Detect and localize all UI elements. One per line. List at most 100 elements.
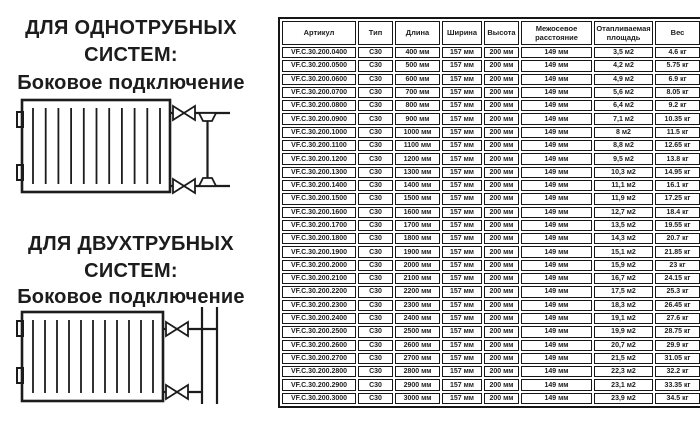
table-cell: 3000 мм bbox=[395, 392, 440, 405]
table-cell: 200 мм bbox=[484, 379, 519, 391]
table-cell: 200 мм bbox=[484, 179, 519, 192]
spec-table-header-row: Артикул Тип Длина Ширина Высота Межосевое рас… bbox=[282, 21, 700, 45]
union-icon bbox=[197, 177, 218, 187]
table-cell: C30 bbox=[358, 140, 393, 152]
table-cell: VF.C.30.200.1100 bbox=[282, 140, 356, 152]
table-row: VF.C.30.200.0400 C30 400 мм 157 мм 200 мм 149… bbox=[282, 47, 700, 59]
table-cell: C30 bbox=[358, 352, 393, 365]
table-row: VF.C.30.200.2700 C30 2700 мм 157 мм 200 мм 14… bbox=[282, 352, 700, 365]
table-cell: 1900 мм bbox=[395, 246, 440, 258]
table-cell: 157 мм bbox=[442, 286, 482, 298]
table-cell: 2700 мм bbox=[395, 352, 440, 365]
table-cell: 157 мм bbox=[442, 100, 482, 112]
table-row: VF.C.30.200.2500 C30 2500 мм 157 мм 200 мм 14… bbox=[282, 326, 700, 338]
table-cell: 200 мм bbox=[484, 153, 519, 165]
table-cell: 23,9 м2 bbox=[594, 392, 653, 405]
table-cell: 149 мм bbox=[521, 326, 592, 338]
table-cell: 149 мм bbox=[521, 47, 592, 59]
table-cell: 200 мм bbox=[484, 326, 519, 338]
table-cell: 149 мм bbox=[521, 286, 592, 298]
valve-icon bbox=[172, 104, 196, 122]
table-cell: 800 мм bbox=[395, 100, 440, 112]
table-cell: 200 мм bbox=[484, 366, 519, 378]
table-cell: 149 мм bbox=[521, 86, 592, 99]
table-cell: 200 мм bbox=[484, 312, 519, 325]
table-cell: 157 мм bbox=[442, 219, 482, 232]
table-cell: 20.7 кг bbox=[655, 233, 700, 245]
table-cell: 19,1 м2 bbox=[594, 312, 653, 325]
radiator-body bbox=[20, 98, 172, 194]
table-cell: 8,8 м2 bbox=[594, 140, 653, 152]
table-row: VF.C.30.200.2000 C30 2000 мм 157 мм 200 мм 14… bbox=[282, 259, 700, 272]
table-cell: 6,4 м2 bbox=[594, 100, 653, 112]
table-cell: 200 мм bbox=[484, 206, 519, 218]
column-header: Длина bbox=[395, 21, 440, 45]
table-cell: C30 bbox=[358, 259, 393, 272]
table-cell: 24.15 кг bbox=[655, 273, 700, 285]
table-cell: VF.C.30.200.2500 bbox=[282, 326, 356, 338]
single-pipe-title: ДЛЯ ОДНОТРУБНЫХ СИСТЕМ: bbox=[0, 15, 262, 69]
table-cell: 157 мм bbox=[442, 273, 482, 285]
table-cell: 200 мм bbox=[484, 299, 519, 311]
table-cell: 149 мм bbox=[521, 153, 592, 165]
table-cell: 10,3 м2 bbox=[594, 166, 653, 178]
table-cell: 200 мм bbox=[484, 273, 519, 285]
table-cell: 157 мм bbox=[442, 339, 482, 351]
table-cell: 149 мм bbox=[521, 233, 592, 245]
table-cell: C30 bbox=[358, 366, 393, 378]
table-cell: VF.C.30.200.2400 bbox=[282, 312, 356, 325]
table-cell: 2400 мм bbox=[395, 312, 440, 325]
table-cell: 200 мм bbox=[484, 219, 519, 232]
table-cell: 14.95 кг bbox=[655, 166, 700, 178]
table-cell: 149 мм bbox=[521, 379, 592, 391]
table-cell: 29.9 кг bbox=[655, 339, 700, 351]
table-cell: 27.6 кг bbox=[655, 312, 700, 325]
valve-icon bbox=[165, 320, 189, 338]
table-cell: C30 bbox=[358, 326, 393, 338]
table-cell: 900 мм bbox=[395, 113, 440, 125]
table-cell: 15,1 м2 bbox=[594, 246, 653, 258]
table-cell: 4,2 м2 bbox=[594, 60, 653, 72]
table-cell: C30 bbox=[358, 166, 393, 178]
spec-table-body: VF.C.30.200.0400 C30 400 мм 157 мм 200 мм 149… bbox=[282, 47, 700, 405]
table-cell: 149 мм bbox=[521, 366, 592, 378]
table-cell: 2500 мм bbox=[395, 326, 440, 338]
table-cell: 11,1 м2 bbox=[594, 179, 653, 192]
table-row: VF.C.30.200.2200 C30 2200 мм 157 мм 200 мм 14… bbox=[282, 286, 700, 298]
table-cell: VF.C.30.200.1000 bbox=[282, 126, 356, 139]
table-cell: 5.75 кг bbox=[655, 60, 700, 72]
table-cell: 1200 мм bbox=[395, 153, 440, 165]
table-cell: VF.C.30.200.0800 bbox=[282, 100, 356, 112]
table-cell: C30 bbox=[358, 392, 393, 405]
table-cell: 149 мм bbox=[521, 352, 592, 365]
table-cell: 8.05 кг bbox=[655, 86, 700, 99]
table-row: VF.C.30.200.1700 C30 1700 мм 157 мм 200 мм 14… bbox=[282, 219, 700, 232]
table-cell: 157 мм bbox=[442, 73, 482, 85]
union-icon bbox=[197, 112, 218, 122]
table-cell: VF.C.30.200.1400 bbox=[282, 179, 356, 192]
table-cell: 149 мм bbox=[521, 100, 592, 112]
table-cell: 14,3 м2 bbox=[594, 233, 653, 245]
table-row: VF.C.30.200.2400 C30 2400 мм 157 мм 200 мм 14… bbox=[282, 312, 700, 325]
table-cell: C30 bbox=[358, 60, 393, 72]
table-cell: VF.C.30.200.1600 bbox=[282, 206, 356, 218]
table-cell: 149 мм bbox=[521, 206, 592, 218]
table-cell: 149 мм bbox=[521, 140, 592, 152]
table-cell: 149 мм bbox=[521, 273, 592, 285]
table-cell: 157 мм bbox=[442, 246, 482, 258]
table-cell: 21,5 м2 bbox=[594, 352, 653, 365]
table-cell: 12,7 м2 bbox=[594, 206, 653, 218]
table-cell: 1000 мм bbox=[395, 126, 440, 139]
column-header: Тип bbox=[358, 21, 393, 45]
title-line: СИСТЕМ: bbox=[84, 260, 178, 282]
table-cell: VF.C.30.200.0900 bbox=[282, 113, 356, 125]
column-header: Высота bbox=[484, 21, 519, 45]
table-cell: 149 мм bbox=[521, 219, 592, 232]
table-cell: 8 м2 bbox=[594, 126, 653, 139]
two-pipe-subtitle: Боковое подключение bbox=[17, 286, 245, 308]
table-cell: 1700 мм bbox=[395, 219, 440, 232]
radiator-body bbox=[20, 310, 165, 403]
spec-table: Артикул Тип Длина Ширина Высота Межосевое рас… bbox=[278, 17, 700, 409]
table-cell: C30 bbox=[358, 179, 393, 192]
